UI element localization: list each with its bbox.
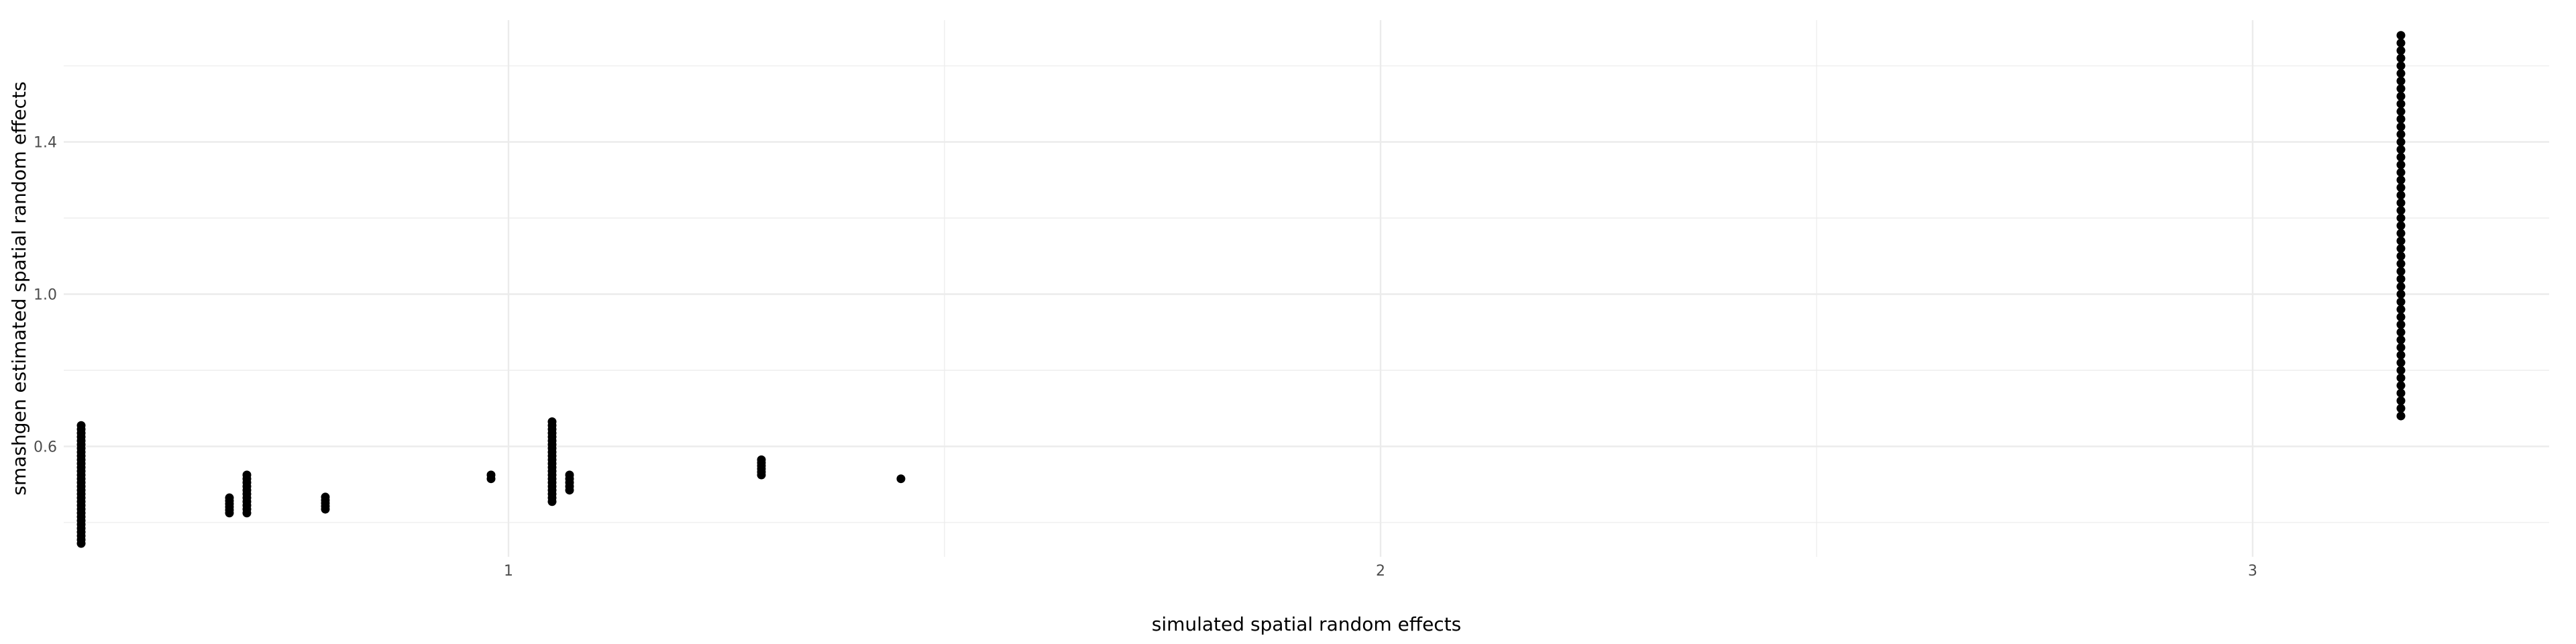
data-point xyxy=(2396,327,2406,337)
data-point xyxy=(2396,320,2406,329)
data-point xyxy=(2396,145,2406,154)
data-point xyxy=(757,455,766,464)
data-point xyxy=(565,470,574,480)
data-point xyxy=(2396,61,2406,70)
data-point xyxy=(486,470,496,480)
data-point xyxy=(2396,175,2406,184)
data-point xyxy=(2396,388,2406,398)
data-point xyxy=(2396,76,2406,86)
data-point xyxy=(2396,138,2406,147)
data-point xyxy=(2396,259,2406,268)
data-point xyxy=(2396,198,2406,207)
data-point xyxy=(2396,38,2406,48)
data-point xyxy=(2396,122,2406,131)
data-point xyxy=(2396,290,2406,299)
data-point xyxy=(2396,206,2406,215)
data-point xyxy=(2396,183,2406,193)
data-point xyxy=(2396,152,2406,162)
data-point xyxy=(2396,381,2406,390)
data-point xyxy=(2396,274,2406,284)
data-point xyxy=(76,421,86,430)
data-point xyxy=(2396,297,2406,307)
data-point xyxy=(321,492,330,502)
y-tick-label: 1.4 xyxy=(34,135,57,152)
x-axis-title: simulated spatial random effects xyxy=(1152,613,1462,635)
data-point xyxy=(2396,191,2406,200)
data-point xyxy=(2396,236,2406,246)
data-point xyxy=(2396,160,2406,170)
data-point xyxy=(2396,229,2406,238)
data-point xyxy=(2396,358,2406,368)
data-point xyxy=(2396,168,2406,177)
data-point xyxy=(2396,266,2406,276)
x-tick-label: 3 xyxy=(2248,563,2257,580)
data-point xyxy=(242,470,252,480)
data-point xyxy=(2396,68,2406,78)
data-point xyxy=(547,417,557,427)
x-axis-tick-labels: 1 2 3 xyxy=(504,563,2257,580)
y-axis-tick-labels: 0.6 1.0 1.4 xyxy=(34,135,57,456)
y-tick-label: 0.6 xyxy=(34,439,57,455)
data-point xyxy=(2396,252,2406,261)
y-tick-label: 1.0 xyxy=(34,287,57,304)
data-point xyxy=(2396,373,2406,382)
data-point xyxy=(225,493,234,502)
data-points xyxy=(76,31,2406,548)
data-point xyxy=(2396,366,2406,375)
data-point xyxy=(2396,54,2406,63)
data-point xyxy=(2396,46,2406,55)
data-point xyxy=(2396,129,2406,139)
data-point xyxy=(2396,107,2406,116)
data-point xyxy=(2396,350,2406,360)
data-point xyxy=(2396,335,2406,345)
major-gridlines xyxy=(64,20,2549,557)
data-point xyxy=(2396,396,2406,405)
data-point xyxy=(2396,313,2406,322)
data-point xyxy=(2396,115,2406,124)
data-point xyxy=(2396,343,2406,352)
data-point xyxy=(2396,91,2406,101)
x-tick-label: 2 xyxy=(1376,563,1385,580)
data-point xyxy=(896,474,906,484)
data-point xyxy=(2396,305,2406,314)
data-point xyxy=(2396,99,2406,109)
data-point xyxy=(2396,411,2406,421)
x-tick-label: 1 xyxy=(504,563,513,580)
data-point xyxy=(2396,404,2406,413)
minor-gridlines xyxy=(64,20,2549,557)
y-axis-title: smashgen estimated spatial random effect… xyxy=(8,81,30,495)
data-point xyxy=(2396,84,2406,93)
data-point xyxy=(2396,221,2406,230)
data-point xyxy=(2396,244,2406,253)
data-point xyxy=(2396,213,2406,223)
data-point xyxy=(2396,31,2406,40)
data-point xyxy=(2396,282,2406,291)
